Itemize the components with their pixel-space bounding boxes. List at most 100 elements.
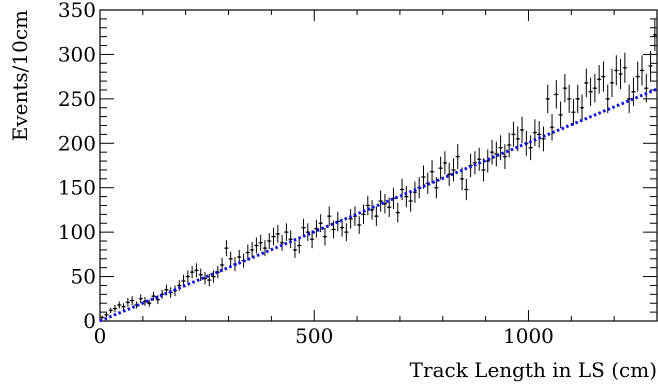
point-marker: [118, 303, 121, 307]
data-point: [117, 301, 122, 309]
point-marker: [503, 155, 506, 158]
point-marker: [632, 90, 635, 93]
point-marker: [598, 78, 601, 81]
point-marker: [580, 106, 584, 109]
point-marker: [332, 228, 335, 231]
point-marker: [229, 257, 232, 260]
point-marker: [396, 211, 399, 214]
data-point: [387, 197, 392, 218]
point-marker: [529, 146, 532, 149]
data-point: [267, 233, 272, 250]
point-marker: [585, 81, 588, 84]
data-point: [155, 295, 160, 305]
data-point: [357, 216, 362, 234]
point-marker: [653, 33, 656, 36]
point-marker: [298, 244, 301, 247]
point-marker: [563, 87, 566, 90]
point-marker: [602, 75, 605, 78]
point-marker: [246, 251, 249, 254]
data-point: [361, 204, 366, 225]
point-marker: [593, 87, 596, 90]
point-marker: [409, 199, 412, 203]
data-point: [185, 270, 190, 283]
point-marker: [186, 275, 189, 278]
data-point: [614, 55, 619, 86]
data-point: [318, 214, 323, 233]
data-point: [138, 294, 143, 304]
point-marker: [319, 222, 322, 225]
point-marker: [405, 195, 408, 198]
data-point: [198, 268, 203, 282]
point-marker: [212, 275, 215, 278]
data-point: [369, 200, 375, 220]
data-point: [258, 234, 263, 251]
data-point: [639, 55, 645, 86]
point-marker: [105, 313, 108, 316]
data-point: [207, 273, 212, 287]
point-marker: [439, 167, 442, 170]
data-point: [301, 218, 306, 237]
data-point: [631, 77, 636, 106]
point-marker: [362, 213, 365, 216]
y-axis-title: Events/10cm: [8, 10, 32, 141]
point-marker: [131, 299, 134, 302]
data-point: [549, 113, 555, 141]
data-point: [558, 101, 563, 129]
point-marker: [640, 69, 644, 72]
point-marker: [323, 235, 327, 238]
data-point: [498, 135, 503, 161]
point-marker: [576, 97, 579, 100]
data-point: [305, 223, 310, 242]
point-marker: [649, 64, 652, 68]
data-point: [567, 84, 572, 114]
point-marker: [289, 238, 292, 241]
data-point: [309, 230, 315, 249]
data-point: [331, 220, 336, 239]
point-marker: [645, 87, 648, 90]
axis-tick-labels: 0 500 1000 0 50 100 150 200 250 300 350: [58, 0, 554, 348]
point-marker: [152, 295, 155, 298]
data-point: [151, 291, 156, 301]
data-points: [100, 18, 657, 320]
data-point: [249, 241, 255, 258]
point-marker: [195, 269, 198, 272]
data-point: [472, 151, 478, 175]
data-point: [228, 251, 233, 266]
data-point: [537, 121, 542, 148]
data-point: [588, 77, 593, 106]
point-marker: [533, 131, 536, 134]
data-point: [374, 206, 379, 226]
data-point: [442, 151, 448, 175]
data-point: [511, 121, 516, 147]
data-point: [429, 160, 435, 184]
data-point: [532, 119, 538, 146]
point-marker: [122, 305, 125, 308]
data-point: [408, 190, 413, 212]
point-marker: [490, 151, 494, 154]
point-marker: [589, 90, 592, 93]
point-marker: [516, 137, 519, 140]
point-marker: [139, 297, 142, 300]
data-point: [477, 147, 482, 171]
point-marker: [178, 284, 181, 287]
point-marker: [478, 158, 481, 161]
data-point: [618, 58, 623, 90]
data-point: [121, 303, 126, 311]
point-marker: [542, 137, 545, 140]
data-point: [451, 158, 456, 182]
point-marker: [268, 239, 271, 243]
data-point: [254, 237, 259, 254]
data-point: [502, 144, 508, 170]
point-marker: [375, 215, 378, 218]
data-point: [284, 223, 289, 242]
data-point: [644, 73, 649, 103]
point-marker: [422, 175, 425, 179]
data-point: [489, 139, 495, 165]
point-marker: [221, 263, 224, 267]
point-marker: [345, 231, 348, 234]
point-marker: [400, 188, 404, 191]
y-tick-label: 350: [58, 0, 96, 22]
x-tick-label: 0: [94, 324, 107, 348]
